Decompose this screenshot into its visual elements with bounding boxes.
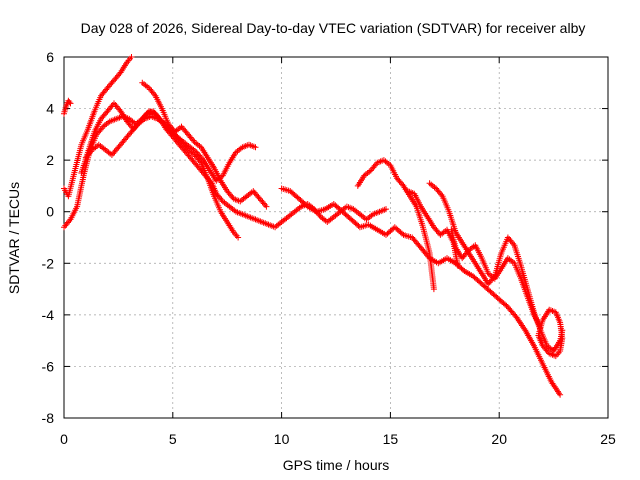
series-sat-i — [426, 180, 566, 354]
data-series — [61, 54, 566, 398]
y-tick-label: 6 — [46, 49, 54, 65]
series-markers — [139, 79, 270, 210]
y-tick-label: -8 — [42, 410, 55, 426]
series-markers — [61, 54, 135, 200]
y-tick-label: -4 — [42, 307, 55, 323]
series-sat-e — [82, 113, 259, 184]
x-axis-label: GPS time / hours — [283, 457, 390, 473]
x-tick-label: 25 — [600, 431, 616, 447]
series-sat-k — [448, 226, 544, 331]
y-tick-label: 2 — [46, 152, 54, 168]
series-markers — [278, 185, 564, 398]
y-tick-label: 0 — [46, 204, 54, 220]
y-tick-label: 4 — [46, 101, 54, 117]
grid-lines — [64, 57, 608, 418]
x-tick-label: 15 — [383, 431, 399, 447]
y-tick-label: -2 — [42, 255, 55, 271]
series-sat-a — [61, 54, 135, 200]
x-tick-label: 0 — [60, 431, 68, 447]
series-markers — [404, 188, 461, 269]
series-sat-l — [404, 188, 461, 269]
series-sat-h — [354, 157, 437, 293]
series-markers — [61, 97, 74, 117]
series-markers — [448, 226, 544, 331]
tick-labels: 0 5 10 15 20 25 -8 -6 -4 -2 0 2 4 6 — [42, 49, 616, 447]
chart-title: Day 028 of 2026, Sidereal Day-to-day VTE… — [81, 20, 586, 36]
series-sat-b — [61, 97, 74, 117]
series-sat-g — [278, 185, 564, 398]
x-tick-label: 5 — [169, 431, 177, 447]
x-tick-label: 10 — [274, 431, 290, 447]
series-markers — [426, 180, 566, 354]
y-axis-label: SDTVAR / TECUs — [6, 182, 22, 294]
axis-ticks — [63, 56, 609, 419]
y-tick-label: -6 — [42, 358, 55, 374]
x-tick-label: 20 — [491, 431, 507, 447]
series-sat-f — [139, 79, 270, 210]
plot-frame — [63, 56, 609, 419]
